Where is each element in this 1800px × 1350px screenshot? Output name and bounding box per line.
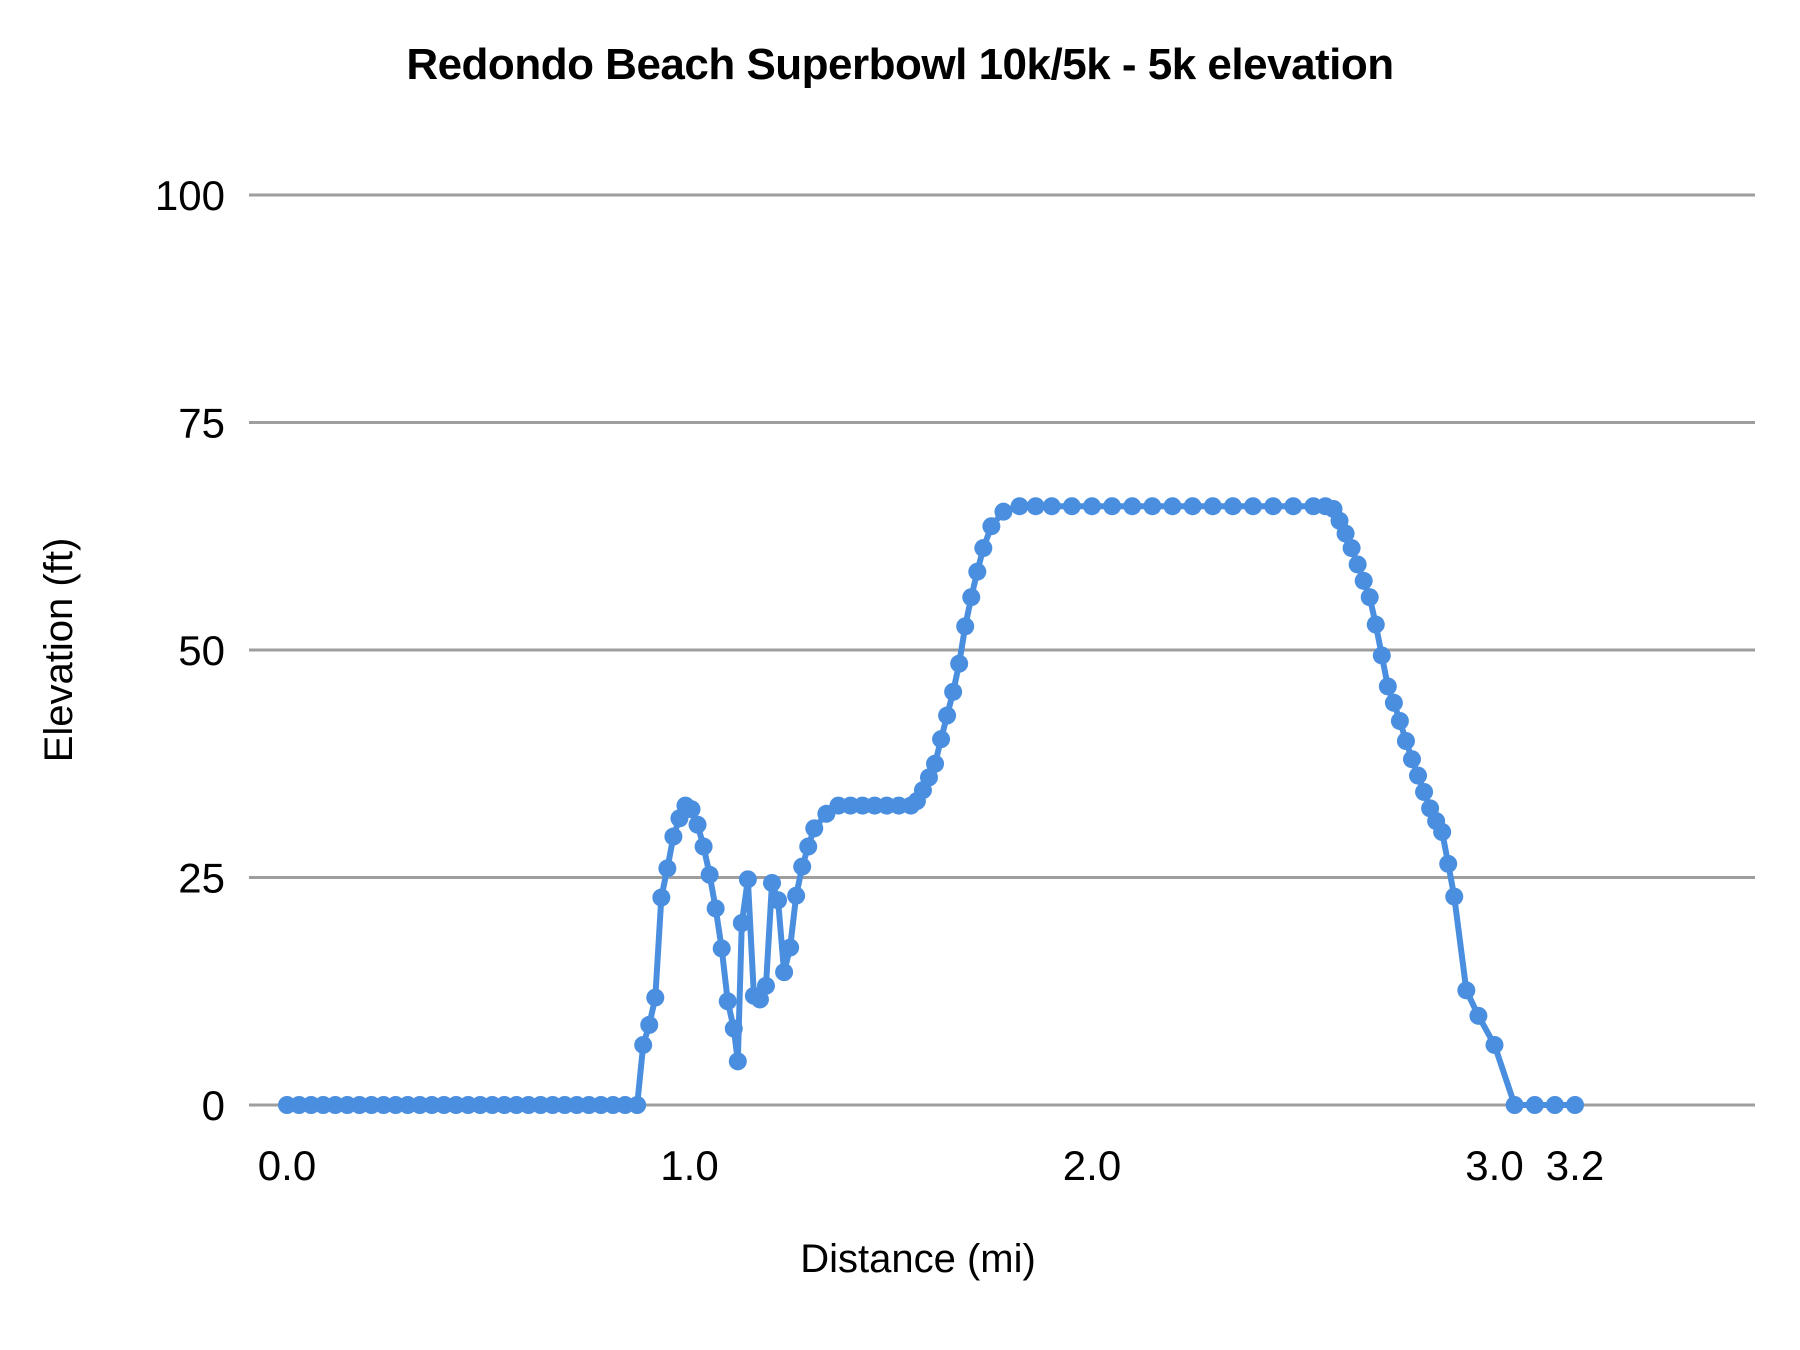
y-tick-label: 75 xyxy=(178,400,225,447)
series-data-point xyxy=(1284,497,1303,516)
series-data-point xyxy=(1336,524,1355,543)
series-data-point xyxy=(1360,588,1379,607)
series-data-point xyxy=(1223,497,1242,516)
series-data-point xyxy=(799,837,818,856)
series-data-point xyxy=(724,1019,743,1038)
series-data-point xyxy=(962,588,981,607)
y-tick-label: 50 xyxy=(178,627,225,674)
series-data-point xyxy=(1083,497,1101,516)
series-data-point xyxy=(1485,1035,1504,1054)
series-data-point xyxy=(1457,981,1476,1000)
series-data-point xyxy=(718,992,737,1011)
y-axis-title: Elevation (ft) xyxy=(37,538,81,763)
series-data-point xyxy=(956,617,975,636)
series-data-point xyxy=(1384,693,1403,712)
series-data-point xyxy=(1372,646,1391,665)
series-data-point xyxy=(1042,497,1061,516)
y-axis-tick-labels: 0 25 50 75 100 xyxy=(155,172,225,1129)
series-data-point xyxy=(750,990,769,1009)
series-data-point xyxy=(628,1096,647,1114)
series-data-point xyxy=(694,837,713,856)
x-tick-label: 3.0 xyxy=(1465,1142,1523,1189)
series-data-point xyxy=(932,730,951,749)
x-tick-label: 2.0 xyxy=(1063,1142,1121,1189)
series-data-point xyxy=(728,1052,747,1071)
series-data-point xyxy=(1203,497,1222,516)
series-data-point xyxy=(1390,711,1409,730)
series-data-point xyxy=(950,654,969,673)
series-data-point xyxy=(640,1015,659,1034)
series-data-point xyxy=(1433,823,1452,841)
series-data-point xyxy=(1264,497,1283,516)
series-data-point xyxy=(982,517,1001,536)
chart-title: Redondo Beach Superbowl 10k/5k - 5k elev… xyxy=(406,40,1394,89)
series-data-point xyxy=(652,888,671,907)
x-tick-label: 3.2 xyxy=(1546,1142,1604,1189)
series-data-point xyxy=(1566,1096,1584,1114)
series-data-point xyxy=(944,682,963,701)
series-data-point xyxy=(1123,497,1142,516)
series-data-point xyxy=(738,870,757,889)
series-data-point xyxy=(1183,497,1202,516)
series-data-point xyxy=(974,539,993,558)
series-data-point xyxy=(1415,782,1434,801)
series-data-point xyxy=(763,873,782,892)
series-data-point xyxy=(805,819,824,838)
series-data-point xyxy=(968,562,987,581)
series-data-point xyxy=(1163,497,1182,516)
series-data-point xyxy=(646,988,665,1007)
series-data-point xyxy=(658,859,677,878)
series-data-point xyxy=(1342,539,1361,558)
series-data-point xyxy=(712,939,731,958)
series-data-point xyxy=(1103,497,1122,516)
series-data-point xyxy=(1469,1006,1488,1025)
series-data-point xyxy=(732,914,751,932)
series-data-point xyxy=(1026,497,1045,516)
series-data-point xyxy=(706,899,725,918)
y-tick-label: 0 xyxy=(202,1082,225,1129)
series-data-point xyxy=(1010,497,1029,516)
series-data-point xyxy=(682,800,701,819)
x-axis-title: Distance (mi) xyxy=(800,1237,1036,1281)
series-data-point xyxy=(1409,766,1428,785)
series-data-point xyxy=(926,754,945,773)
series-data-point xyxy=(1062,497,1081,516)
series-data-point xyxy=(1378,677,1397,696)
gridlines xyxy=(249,193,1755,1107)
series-data-point xyxy=(700,865,719,884)
series-data-point xyxy=(1439,854,1458,873)
series-data-point xyxy=(938,706,957,725)
series-elevation xyxy=(278,497,1584,1114)
x-tick-label: 0.0 xyxy=(258,1142,316,1189)
series-data-point xyxy=(1545,1096,1564,1114)
x-tick-label: 1.0 xyxy=(660,1142,718,1189)
y-tick-label: 25 xyxy=(178,855,225,902)
series-data-point xyxy=(919,768,938,787)
series-data-point xyxy=(769,891,788,910)
x-axis-tick-labels: 0.0 1.0 2.0 3.0 3.2 xyxy=(258,1142,1604,1189)
series-data-point xyxy=(756,976,775,995)
series-data-point xyxy=(664,827,683,846)
series-data-point xyxy=(1348,555,1367,574)
series-data-point xyxy=(793,857,812,876)
series-data-point xyxy=(781,938,800,957)
series-line xyxy=(284,503,1578,1108)
series-data-point xyxy=(1366,615,1385,634)
series-data-point xyxy=(634,1035,653,1054)
series-data-point xyxy=(1445,887,1464,906)
series-data-point xyxy=(1396,732,1415,750)
series-data-point xyxy=(1143,497,1162,516)
series-data-point xyxy=(1354,571,1373,590)
series-data-point xyxy=(994,502,1013,521)
series-data-point xyxy=(1244,497,1262,516)
y-tick-label: 100 xyxy=(155,172,225,219)
series-data-point xyxy=(1505,1096,1524,1114)
series-data-point xyxy=(775,963,794,982)
series-data-point xyxy=(688,815,707,834)
series-data-point xyxy=(1525,1096,1544,1114)
series-data-point xyxy=(1402,750,1421,769)
series-data-point xyxy=(787,886,806,905)
